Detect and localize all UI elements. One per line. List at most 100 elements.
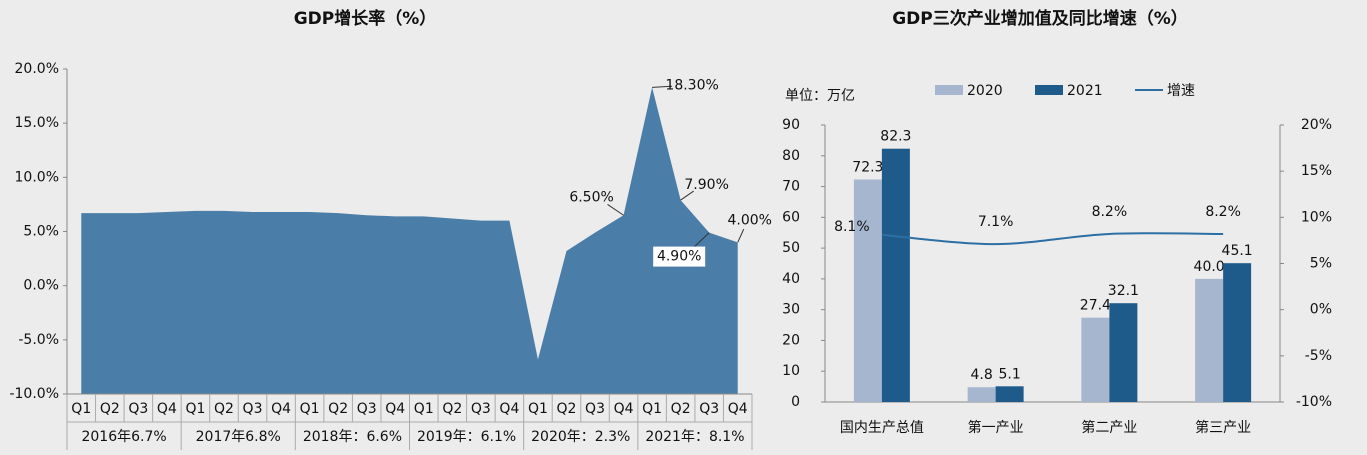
- bar: [1109, 303, 1138, 402]
- x-tick-label: Q4: [157, 401, 177, 417]
- data-label: 27.4: [1080, 298, 1111, 314]
- x-tick-label: Q2: [557, 401, 577, 417]
- legend-swatch: [1035, 85, 1063, 95]
- x-tick-label: 国内生产总值: [840, 420, 924, 436]
- x-tick-label: Q3: [585, 401, 605, 417]
- x-tick-label: Q3: [357, 401, 377, 417]
- legend-label: 增速: [1167, 83, 1195, 99]
- x-tick-label: Q3: [699, 401, 719, 417]
- data-label: 8.1%: [834, 219, 870, 235]
- data-label: 32.1: [1108, 283, 1139, 299]
- area: [81, 87, 738, 395]
- y-tick-label: 70: [782, 179, 800, 195]
- x-tick-label: Q1: [642, 401, 662, 417]
- y-tick-label: 0.0%: [23, 278, 59, 294]
- x-tick-label: Q2: [328, 401, 348, 417]
- legend-swatch: [935, 85, 963, 95]
- bar: [1195, 278, 1224, 402]
- y-tick-label: 60: [782, 209, 800, 225]
- y-tick-label: 40: [782, 271, 800, 287]
- line: [881, 232, 1224, 246]
- group-label: 2020年：2.3%: [531, 429, 630, 445]
- group-label: 2019年：6.1%: [417, 429, 516, 445]
- x-tick-label: Q1: [300, 401, 320, 417]
- group-label: 2018年：6.6%: [303, 429, 402, 445]
- x-tick-label: Q1: [185, 401, 205, 417]
- x-tick-label: Q4: [614, 401, 634, 417]
- y2-tick-label: 20%: [1301, 117, 1332, 133]
- bar: [967, 387, 996, 402]
- x-tick-label: Q2: [214, 401, 234, 417]
- bar: [995, 386, 1024, 402]
- group-label: 2021年：8.1%: [645, 429, 744, 445]
- leader-line: [693, 232, 710, 248]
- y-tick-label: -5.0%: [18, 332, 59, 348]
- leader-line: [652, 85, 673, 88]
- x-tick-label: 第三产业: [1195, 419, 1251, 436]
- leader-line: [737, 228, 745, 243]
- x-tick-label: Q2: [100, 401, 120, 417]
- bar: [853, 179, 882, 402]
- bar: [1081, 317, 1110, 402]
- x-tick-label: Q1: [71, 401, 91, 417]
- x-tick-label: Q1: [414, 401, 434, 417]
- data-label: 4.90%: [657, 249, 701, 265]
- data-label: 82.3: [880, 129, 911, 145]
- leader-line: [680, 190, 694, 201]
- chart-title: GDP增长率（%）: [294, 8, 437, 29]
- data-label: 8.2%: [1092, 204, 1128, 220]
- y2-tick-label: -5%: [1305, 348, 1332, 364]
- y2-tick-label: -10%: [1296, 394, 1332, 410]
- y-tick-label: 20: [782, 332, 800, 348]
- x-tick-label: Q4: [385, 401, 405, 417]
- data-label: 7.1%: [978, 214, 1014, 230]
- x-tick-label: Q4: [271, 401, 291, 417]
- y-tick-label: 5.0%: [23, 224, 59, 240]
- legend-label: 2021: [1067, 83, 1103, 99]
- leader-line: [607, 204, 624, 216]
- data-label: 40.0: [1194, 259, 1225, 275]
- x-tick-label: Q1: [528, 401, 548, 417]
- y-tick-label: 80: [782, 148, 800, 164]
- data-label: 7.90%: [684, 177, 728, 193]
- data-label: 4.8: [970, 367, 992, 383]
- data-label: 4.00%: [727, 212, 771, 228]
- data-label: 5.1: [998, 366, 1020, 382]
- x-tick-label: Q2: [671, 401, 691, 417]
- x-tick-label: Q3: [243, 401, 263, 417]
- unit-label: 单位：万亿: [785, 88, 855, 104]
- chart-title: GDP三次产业增加值及同比增速（%）: [892, 8, 1188, 29]
- y-tick-label: 15.0%: [15, 115, 59, 131]
- y2-tick-label: 0%: [1310, 302, 1332, 318]
- x-tick-label: Q2: [442, 401, 462, 417]
- y-tick-label: 50: [782, 240, 800, 256]
- x-tick-label: Q4: [728, 401, 748, 417]
- data-label: 6.50%: [569, 189, 613, 205]
- x-tick-label: Q3: [471, 401, 491, 417]
- x-tick-label: 第一产业: [968, 419, 1024, 436]
- y-tick-label: 10.0%: [15, 169, 59, 185]
- data-label: 18.30%: [665, 77, 718, 93]
- group-label: 2016年6.7%: [81, 429, 166, 445]
- y-tick-label: 20.0%: [15, 61, 59, 77]
- y-tick-label: 0: [791, 394, 800, 410]
- y-tick-label: 90: [782, 117, 800, 133]
- y2-tick-label: 15%: [1301, 163, 1332, 179]
- y2-tick-label: 10%: [1301, 209, 1332, 225]
- label-box: [653, 246, 706, 267]
- x-tick-label: 第二产业: [1081, 419, 1137, 436]
- group-label: 2017年6.8%: [196, 429, 281, 445]
- legend-label: 2020: [967, 83, 1003, 99]
- bar: [1223, 263, 1252, 402]
- y-tick-label: 10: [782, 363, 800, 379]
- x-tick-label: Q3: [128, 401, 148, 417]
- y2-tick-label: 5%: [1310, 256, 1332, 272]
- bar: [881, 148, 910, 402]
- x-tick-label: Q4: [499, 401, 519, 417]
- y-tick-label: 30: [782, 302, 800, 318]
- data-label: 45.1: [1222, 243, 1253, 259]
- y-tick-label: -10.0%: [9, 386, 59, 402]
- data-label: 8.2%: [1205, 204, 1241, 220]
- data-label: 72.3: [852, 159, 883, 175]
